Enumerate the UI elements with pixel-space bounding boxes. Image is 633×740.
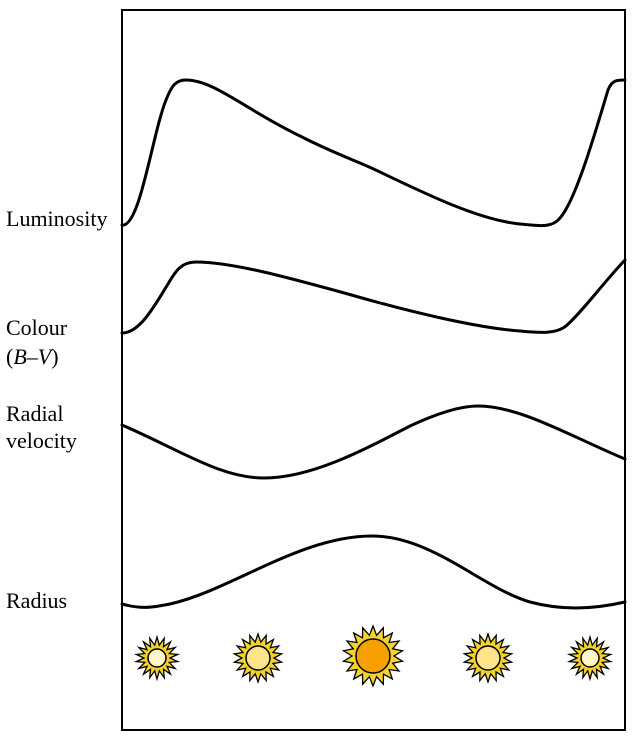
stars-row <box>133 624 614 688</box>
star-phase-1 <box>133 634 181 682</box>
star-phase-5-disc <box>580 648 600 668</box>
label-colour: Colour <box>6 315 68 340</box>
label-velocity: velocity <box>6 428 77 453</box>
star-phase-3-disc <box>355 638 391 674</box>
luminosity-curve <box>120 78 627 228</box>
star-phase-2-disc <box>245 645 271 671</box>
radial-velocity-curve <box>120 404 627 480</box>
label-colour-index: (B–V) <box>6 344 59 369</box>
star-phase-5 <box>566 634 614 682</box>
label-radius: Radius <box>6 588 67 613</box>
colour-curve <box>120 258 627 335</box>
label-luminosity: Luminosity <box>6 206 107 231</box>
star-phase-2 <box>232 631 284 685</box>
star-phase-4 <box>462 631 514 685</box>
star-phase-3 <box>341 624 405 688</box>
radius-curve <box>120 534 627 610</box>
star-phase-4-disc <box>475 645 501 671</box>
label-radial: Radial <box>6 401 63 426</box>
star-phase-1-disc <box>147 648 167 668</box>
diagram-frame <box>121 9 626 731</box>
